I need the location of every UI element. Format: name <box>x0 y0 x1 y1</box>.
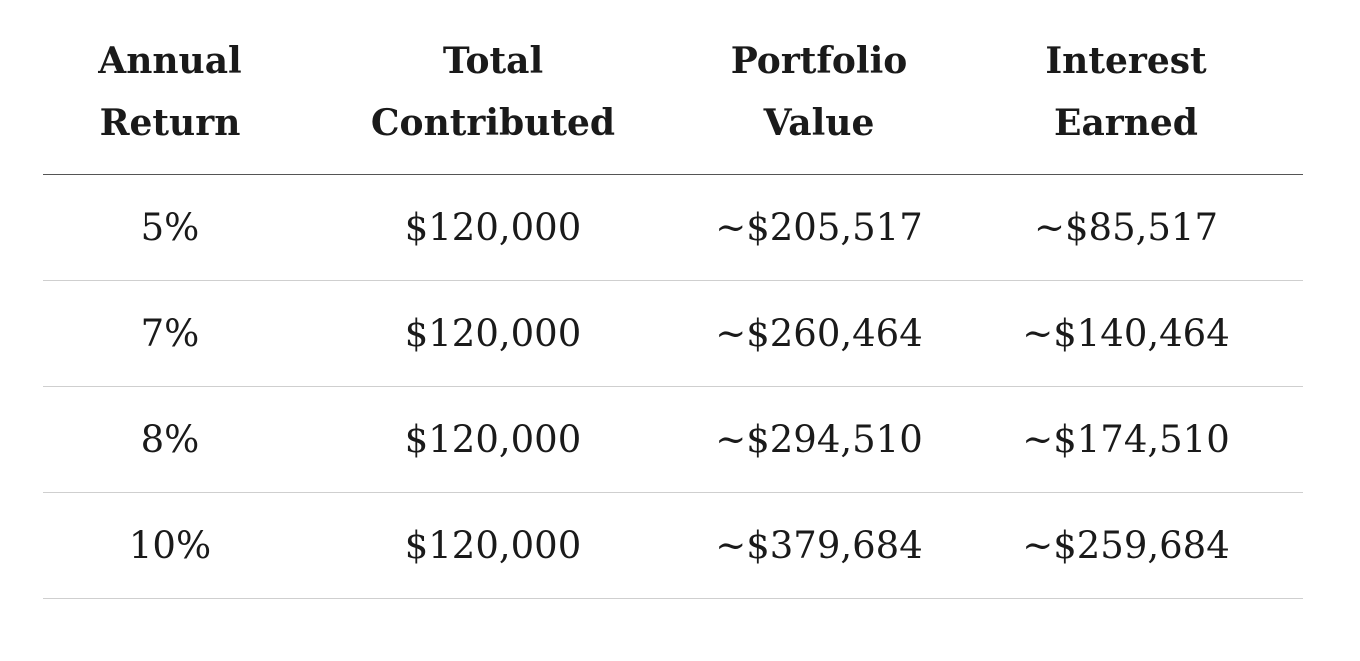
header-row: Annual Return Total Contributed Portfoli… <box>43 0 1303 175</box>
cell-interest-earned: ~$259,684 <box>949 492 1303 599</box>
table-row: 5% $120,000 ~$205,517 ~$85,517 <box>43 174 1303 281</box>
cell-total-contributed: $120,000 <box>297 174 689 281</box>
cell-annual-return: 5% <box>43 174 297 281</box>
cell-portfolio-value: ~$294,510 <box>689 386 949 493</box>
header-line: Contributed <box>370 102 616 144</box>
cell-annual-return: 7% <box>43 280 297 387</box>
returns-table-container: Annual Return Total Contributed Portfoli… <box>43 0 1303 599</box>
cell-interest-earned: ~$174,510 <box>949 386 1303 493</box>
cell-portfolio-value: ~$260,464 <box>689 280 949 387</box>
header-line: Annual <box>98 40 242 82</box>
header-line: Interest <box>1045 40 1207 82</box>
table-row: 7% $120,000 ~$260,464 ~$140,464 <box>43 280 1303 387</box>
cell-total-contributed: $120,000 <box>297 386 689 493</box>
table-row: 10% $120,000 ~$379,684 ~$259,684 <box>43 492 1303 599</box>
cell-interest-earned: ~$85,517 <box>949 174 1303 281</box>
table-row: 8% $120,000 ~$294,510 ~$174,510 <box>43 386 1303 493</box>
header-annual-return: Annual Return <box>43 0 297 175</box>
table-header: Annual Return Total Contributed Portfoli… <box>43 0 1303 175</box>
header-line: Total <box>442 40 544 82</box>
cell-total-contributed: $120,000 <box>297 280 689 387</box>
cell-total-contributed: $120,000 <box>297 492 689 599</box>
cell-portfolio-value: ~$205,517 <box>689 174 949 281</box>
header-interest-earned: Interest Earned <box>949 0 1303 175</box>
header-line: Portfolio <box>730 40 908 82</box>
cell-annual-return: 8% <box>43 386 297 493</box>
table-body: 5% $120,000 ~$205,517 ~$85,517 7% $120,0… <box>43 174 1303 599</box>
header-line: Return <box>99 102 241 144</box>
header-line: Earned <box>1054 102 1198 144</box>
header-total-contributed: Total Contributed <box>297 0 689 175</box>
cell-interest-earned: ~$140,464 <box>949 280 1303 387</box>
returns-table: Annual Return Total Contributed Portfoli… <box>43 0 1303 599</box>
header-portfolio-value: Portfolio Value <box>689 0 949 175</box>
header-line: Value <box>763 102 875 144</box>
cell-portfolio-value: ~$379,684 <box>689 492 949 599</box>
cell-annual-return: 10% <box>43 492 297 599</box>
